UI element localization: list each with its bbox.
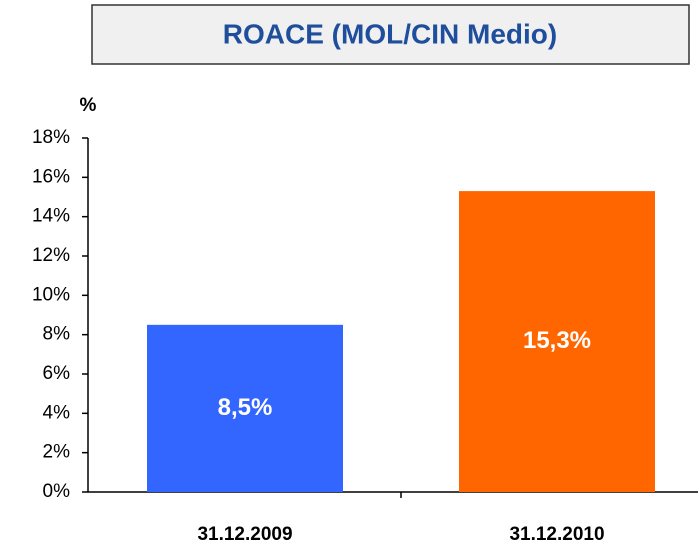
y-tick-label: 14% (32, 206, 70, 227)
y-tick-label: 18% (32, 127, 70, 148)
y-axis-label: % (80, 95, 97, 116)
x-tick-label: 31.12.2010 (509, 524, 604, 545)
data-label: 15,3% (523, 327, 591, 354)
title-box (91, 4, 690, 65)
y-tick-label: 10% (32, 284, 70, 305)
bar (459, 191, 655, 492)
data-label: 8,5% (218, 394, 273, 421)
y-tick-label: 16% (32, 166, 70, 187)
y-tick-label: 6% (43, 363, 71, 384)
y-tick-label: 0% (43, 481, 71, 502)
x-tick-label: 31.12.2009 (197, 524, 292, 545)
y-tick-label: 2% (43, 442, 71, 463)
chart-title: ROACE (MOL/CIN Medio) (223, 18, 557, 49)
y-tick-label: 12% (32, 245, 70, 266)
y-tick-label: 4% (43, 402, 71, 423)
bar (147, 324, 343, 492)
y-tick-label: 8% (43, 324, 71, 345)
